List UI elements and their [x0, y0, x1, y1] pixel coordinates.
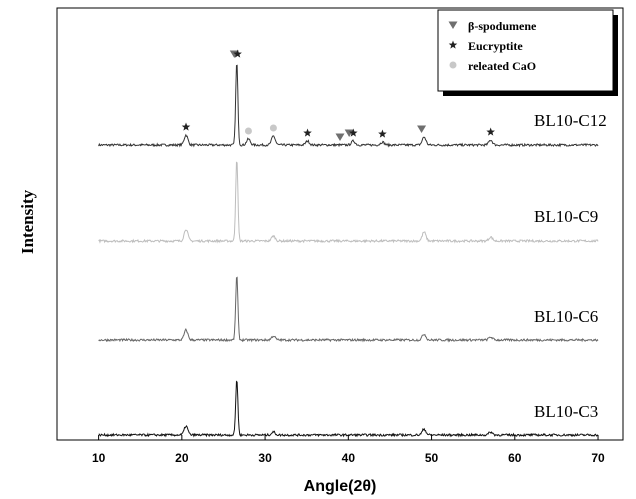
series-line-bl10-c3: [98, 380, 599, 438]
series-label: BL10-C9: [534, 207, 598, 226]
x-axis-label: Angle(2θ): [304, 478, 377, 495]
y-axis-label: Intensity: [18, 189, 37, 254]
x-tick-label: 60: [508, 451, 522, 465]
marker-triangle-down: [344, 129, 354, 137]
x-tick-label: 40: [342, 451, 356, 465]
marker-star: [233, 49, 242, 58]
legend-marker-star: [448, 40, 458, 49]
marker-triangle-down: [335, 133, 345, 141]
marker-star: [378, 129, 387, 138]
marker-star: [349, 128, 358, 137]
legend-marker-triangle-down: [448, 21, 458, 29]
marker-circle: [269, 124, 277, 132]
series-line-bl10-c6: [98, 276, 599, 343]
series-line-bl10-c12: [98, 64, 599, 148]
legend: β-spodumene Eucryptite releated CaO: [437, 9, 618, 96]
marker-triangle-down: [417, 125, 427, 133]
legend-label: β-spodumene: [468, 19, 537, 33]
x-tick-label: 70: [591, 451, 605, 465]
legend-marker-circle: [449, 61, 457, 69]
x-tick-label: 30: [258, 451, 272, 465]
marker-circle: [244, 127, 252, 135]
plot-frame: [56, 7, 624, 441]
phase-markers: [181, 49, 495, 141]
x-axis-ticks: 10 20 30 40 50 60 70: [92, 435, 605, 465]
marker-star: [181, 122, 191, 131]
x-tick-label: 10: [92, 451, 106, 465]
series-line-bl10-c9: [98, 161, 599, 244]
marker-star: [303, 128, 312, 137]
marker-star: [486, 127, 495, 136]
series-label: BL10-C3: [534, 402, 598, 421]
x-tick-label: 20: [175, 451, 189, 465]
legend-box: [437, 9, 614, 92]
legend-label: releated CaO: [468, 59, 536, 73]
x-tick-label: 50: [425, 451, 439, 465]
series-label: BL10-C6: [534, 307, 598, 326]
series-label: BL10-C12: [534, 111, 607, 130]
legend-label: Eucryptite: [468, 39, 523, 53]
series-layer: BL10-C12 BL10-C9 BL10-C6 BL10-C3: [98, 64, 607, 438]
